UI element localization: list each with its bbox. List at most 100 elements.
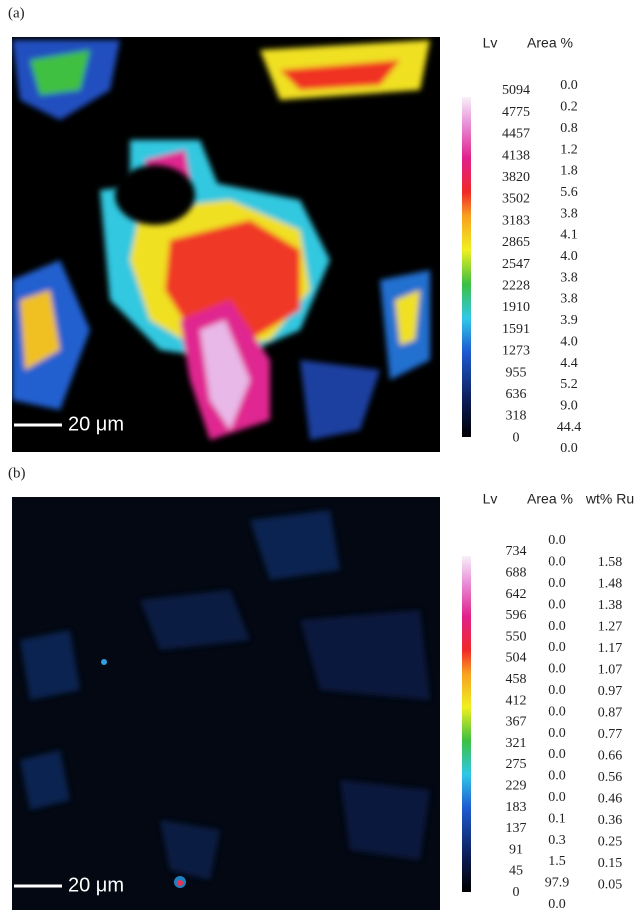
column-value: 0.0 (548, 640, 566, 655)
column-value: 0.0 (548, 683, 566, 698)
column-value: 0.77 (598, 727, 623, 742)
column-value: 3.8 (560, 270, 578, 285)
column-value: 0.05 (598, 878, 623, 893)
level: 3183 (502, 213, 530, 228)
column-value: 0.1 (548, 811, 566, 826)
column-header: wt% Ru (585, 491, 634, 507)
column-value: 0.97 (598, 684, 623, 699)
level: 3502 (502, 192, 530, 207)
column-value: 3.9 (560, 313, 578, 328)
column-value: 0.0 (548, 662, 566, 677)
level: 734 (506, 544, 527, 559)
level: 1910 (502, 300, 530, 315)
column-value: 0.0 (548, 597, 566, 612)
color-bar (462, 97, 471, 437)
column-value: 0.56 (598, 770, 623, 785)
level: 550 (506, 629, 527, 644)
level: 45 (509, 864, 523, 879)
column-value: 97.9 (545, 876, 570, 891)
level: 4775 (502, 105, 530, 120)
column-value: 0.0 (548, 576, 566, 591)
level: 688 (506, 566, 527, 581)
column-value: 0.0 (548, 619, 566, 634)
column-value: 3.8 (560, 206, 578, 221)
level: 183 (506, 800, 527, 815)
level: 2865 (502, 235, 530, 250)
column-value: 1.17 (598, 641, 623, 656)
column-value: 1.2 (560, 142, 578, 157)
column-header: Lv (483, 35, 498, 51)
scale-bar-label: 20 μm (68, 874, 124, 896)
scale-bar-label: 20 μm (68, 413, 124, 435)
column-value: 5.6 (560, 185, 578, 200)
column-header: Lv (483, 491, 498, 507)
column-value: 0.0 (548, 790, 566, 805)
figure: (a) 20 μm Lv Area % 5094 4775 4457 4138 3820 3502… (0, 0, 643, 914)
level: 275 (506, 757, 527, 772)
level: 3820 (502, 170, 530, 185)
level: 0 (513, 430, 520, 445)
column-value: 44.4 (557, 420, 582, 435)
column-value: 0.0 (548, 555, 566, 570)
column-value: 0.87 (598, 706, 623, 721)
column-value: 0.0 (548, 897, 566, 912)
level: 2547 (502, 257, 530, 272)
color-bar (462, 556, 471, 892)
column-value: 0.0 (560, 78, 578, 93)
level: 318 (506, 409, 527, 424)
column-value: 9.0 (560, 398, 578, 413)
level: 4457 (502, 127, 530, 142)
column-value: 1.8 (560, 164, 578, 179)
level: 504 (506, 651, 527, 666)
column-value: 0.15 (598, 856, 623, 871)
column-value: 1.48 (598, 577, 623, 592)
column-value: 0.0 (548, 726, 566, 741)
column-value: 0.8 (560, 121, 578, 136)
column-header: Area % (527, 491, 573, 507)
column-value: 0.36 (598, 813, 623, 828)
level: 596 (506, 608, 527, 623)
column-value: 4.4 (560, 356, 578, 371)
column-value: 0.46 (598, 792, 623, 807)
level: 642 (506, 587, 527, 602)
column-value: 3.8 (560, 292, 578, 307)
level: 91 (509, 842, 523, 857)
column-value: 4.0 (560, 334, 578, 349)
column-value: 4.0 (560, 249, 578, 264)
panel-label: (b) (8, 465, 26, 481)
level: 458 (506, 672, 527, 687)
panel-label: (a) (8, 5, 25, 21)
level: 2228 (502, 279, 530, 294)
column-value: 4.1 (560, 228, 578, 243)
level: 5094 (502, 83, 530, 98)
column-value: 0.2 (560, 100, 578, 115)
level: 955 (506, 365, 527, 380)
column-value: 0.0 (548, 704, 566, 719)
level: 229 (506, 779, 527, 794)
map-a (12, 37, 440, 452)
level: 0 (513, 885, 520, 900)
column-value: 1.07 (598, 663, 623, 678)
column-value: 1.5 (548, 854, 566, 869)
level: 412 (506, 693, 527, 708)
level: 636 (506, 387, 527, 402)
column-value: 0.0 (548, 747, 566, 762)
column-value: 0.0 (548, 533, 566, 548)
level: 321 (506, 736, 527, 751)
level: 1273 (502, 344, 530, 359)
column-value: 1.38 (598, 598, 623, 613)
column-value: 0.3 (548, 833, 566, 848)
column-value: 0.25 (598, 835, 623, 850)
level: 137 (506, 821, 527, 836)
column-value: 0.66 (598, 749, 623, 764)
column-value: 5.2 (560, 377, 578, 392)
level: 4138 (502, 148, 530, 163)
column-value: 0.0 (560, 441, 578, 456)
column-value: 1.27 (598, 620, 623, 635)
column-header: Area % (527, 35, 573, 51)
column-value: 0.0 (548, 769, 566, 784)
column-value: 1.58 (598, 555, 623, 570)
level: 1591 (502, 322, 530, 337)
level: 367 (506, 715, 527, 730)
map-b (12, 497, 440, 910)
